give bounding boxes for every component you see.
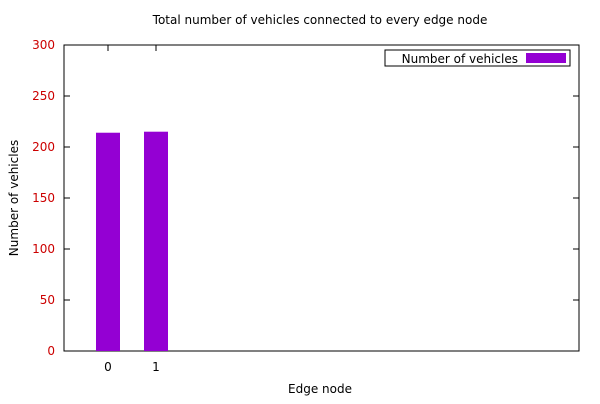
bar-series — [96, 131, 168, 351]
x-axis-label: Edge node — [288, 382, 352, 396]
y-tick-label: 0 — [47, 344, 55, 358]
y-axis: 0 50 100 150 200 250 300 — [32, 38, 579, 358]
legend-box — [384, 49, 571, 67]
chart-title: Total number of vehicles connected to ev… — [152, 13, 488, 27]
y-tick-label: 200 — [32, 140, 55, 154]
y-tick-label: 50 — [40, 293, 55, 307]
bar-1 — [144, 131, 168, 351]
legend-swatch — [526, 53, 566, 63]
y-tick-label: 150 — [32, 191, 55, 205]
x-tick-label: 0 — [104, 360, 112, 374]
plot-area-frame — [63, 44, 580, 352]
y-tick-label: 250 — [32, 89, 55, 103]
y-tick-label: 300 — [32, 38, 55, 52]
bar-0 — [96, 132, 120, 351]
x-tick-label: 1 — [152, 360, 160, 374]
y-axis-label: Number of vehicles — [7, 140, 21, 256]
legend-label: Number of vehicles — [402, 52, 518, 66]
legend: Number of vehicles — [384, 49, 571, 67]
y-tick-label: 100 — [32, 242, 55, 256]
